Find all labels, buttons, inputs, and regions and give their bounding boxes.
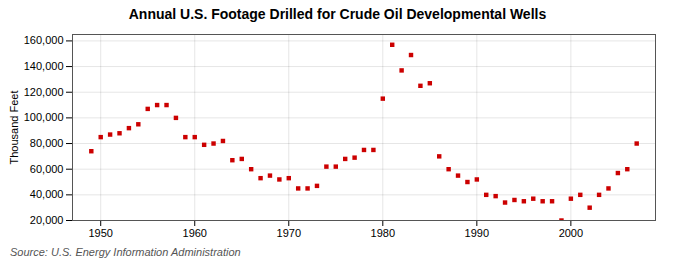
svg-text:40,000: 40,000 [30,188,64,200]
svg-text:1950: 1950 [88,227,112,239]
svg-text:1960: 1960 [182,227,206,239]
svg-text:1990: 1990 [465,227,489,239]
svg-text:1970: 1970 [277,227,301,239]
svg-text:60,000: 60,000 [30,163,64,175]
svg-text:120,000: 120,000 [24,86,64,98]
svg-text:2000: 2000 [559,227,583,239]
svg-text:20,000: 20,000 [30,214,64,226]
svg-text:140,000: 140,000 [24,60,64,72]
svg-text:160,000: 160,000 [24,34,64,46]
html-text:Source: U.S. Energy Informatio: Source: U.S. Energy Information Administ… [10,246,241,258]
svg-text:100,000: 100,000 [24,111,64,123]
html-text:Annual U.S. Footage Drilled fo: Annual U.S. Footage Drilled for Crude Oi… [128,6,547,22]
svg-text:Thousand Feet: Thousand Feet [8,91,20,165]
svg-text:1980: 1980 [371,227,395,239]
svg-text:80,000: 80,000 [30,137,64,149]
